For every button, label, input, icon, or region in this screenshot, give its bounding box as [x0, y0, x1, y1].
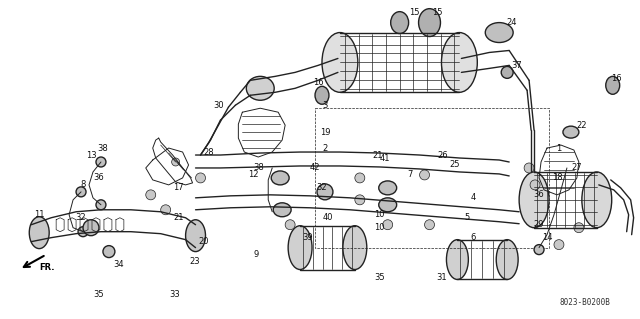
Text: 36: 36	[534, 190, 545, 199]
Ellipse shape	[317, 184, 333, 200]
Ellipse shape	[186, 220, 205, 252]
Text: 24: 24	[506, 18, 516, 27]
Text: 22: 22	[577, 121, 587, 130]
Text: 15: 15	[432, 8, 443, 17]
Circle shape	[574, 223, 584, 233]
Text: 42: 42	[310, 163, 320, 173]
Text: FR.: FR.	[39, 263, 55, 272]
Circle shape	[76, 187, 86, 197]
Text: 37: 37	[512, 61, 522, 70]
Text: 8023-B0200B: 8023-B0200B	[560, 298, 611, 307]
Ellipse shape	[442, 33, 477, 92]
Text: 30: 30	[213, 101, 224, 110]
Text: 12: 12	[248, 170, 259, 179]
Ellipse shape	[496, 240, 518, 279]
Ellipse shape	[273, 203, 291, 217]
Text: 41: 41	[380, 153, 390, 162]
Text: 35: 35	[374, 273, 385, 282]
Circle shape	[355, 195, 365, 205]
Circle shape	[534, 245, 544, 255]
Text: 2: 2	[323, 144, 328, 152]
Text: 19: 19	[320, 128, 330, 137]
Circle shape	[96, 157, 106, 167]
Ellipse shape	[605, 76, 620, 94]
Circle shape	[424, 220, 435, 230]
Ellipse shape	[83, 220, 99, 236]
Text: 10: 10	[374, 223, 385, 232]
Text: 28: 28	[203, 147, 214, 157]
Text: 8: 8	[81, 180, 86, 189]
Circle shape	[78, 227, 88, 237]
Text: 6: 6	[470, 233, 476, 242]
Ellipse shape	[322, 33, 358, 92]
Ellipse shape	[288, 226, 312, 270]
Text: 38: 38	[253, 163, 264, 173]
Text: 40: 40	[323, 213, 333, 222]
Text: 32: 32	[317, 183, 327, 192]
Circle shape	[275, 173, 285, 183]
Bar	[315, 108, 549, 248]
Ellipse shape	[485, 23, 513, 42]
Text: 34: 34	[113, 260, 124, 269]
Text: 16: 16	[611, 74, 622, 83]
Ellipse shape	[582, 172, 612, 228]
Text: 29: 29	[534, 220, 544, 229]
Circle shape	[96, 200, 106, 210]
Text: 39: 39	[303, 233, 314, 242]
Circle shape	[196, 173, 205, 183]
Ellipse shape	[379, 198, 397, 212]
Circle shape	[420, 170, 429, 180]
Text: 13: 13	[86, 151, 96, 160]
Text: 18: 18	[552, 174, 563, 182]
Circle shape	[530, 180, 540, 190]
Text: 25: 25	[449, 160, 460, 169]
Ellipse shape	[343, 226, 367, 270]
Text: 4: 4	[470, 193, 476, 202]
Text: 36: 36	[93, 174, 104, 182]
Text: 15: 15	[410, 8, 420, 17]
Ellipse shape	[315, 86, 329, 104]
Text: 1: 1	[556, 144, 561, 152]
Circle shape	[161, 205, 171, 215]
Circle shape	[355, 173, 365, 183]
Ellipse shape	[519, 172, 549, 228]
Text: 10: 10	[374, 210, 385, 219]
Text: 32: 32	[76, 213, 86, 222]
Text: 33: 33	[169, 290, 180, 299]
Text: 20: 20	[198, 237, 209, 246]
Ellipse shape	[271, 171, 289, 185]
Text: 7: 7	[407, 170, 412, 179]
Text: 5: 5	[465, 213, 470, 222]
Text: 9: 9	[253, 250, 259, 259]
Circle shape	[285, 220, 295, 230]
Text: 26: 26	[437, 151, 448, 160]
Text: 21: 21	[372, 151, 383, 160]
Text: 21: 21	[173, 213, 184, 222]
Text: 16: 16	[313, 78, 323, 87]
Text: 14: 14	[541, 233, 552, 242]
Ellipse shape	[447, 240, 468, 279]
Text: 11: 11	[34, 210, 44, 219]
Ellipse shape	[246, 76, 274, 100]
Circle shape	[103, 246, 115, 257]
Circle shape	[501, 66, 513, 78]
Circle shape	[524, 163, 534, 173]
Text: 31: 31	[436, 273, 447, 282]
Text: 17: 17	[173, 183, 184, 192]
Text: 3: 3	[323, 101, 328, 110]
Text: 27: 27	[572, 163, 582, 173]
Ellipse shape	[29, 217, 49, 249]
Circle shape	[146, 190, 156, 200]
Ellipse shape	[390, 12, 408, 33]
Circle shape	[172, 158, 180, 166]
Ellipse shape	[563, 126, 579, 138]
Text: 23: 23	[189, 257, 200, 266]
Circle shape	[554, 240, 564, 249]
Circle shape	[383, 220, 393, 230]
Text: 38: 38	[97, 144, 108, 152]
Text: 35: 35	[93, 290, 104, 299]
Ellipse shape	[379, 181, 397, 195]
Ellipse shape	[419, 9, 440, 37]
